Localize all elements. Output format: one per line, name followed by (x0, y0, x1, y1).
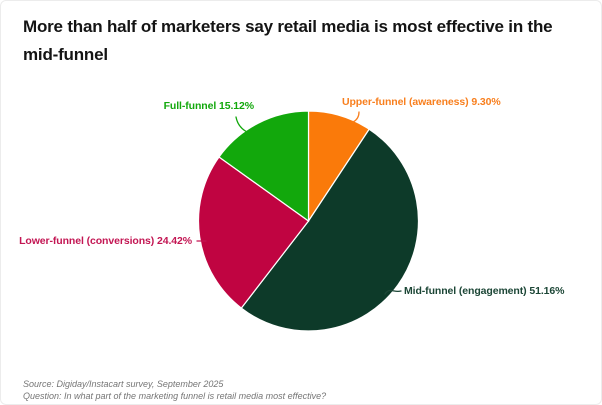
leader-full-funnel (235, 116, 250, 134)
leader-upper-funnel (352, 111, 360, 123)
source-note: Source: Digiday/Instacart survey, Septem… (23, 378, 326, 402)
pie-slice-1 (240, 128, 420, 332)
question-line: Question: In what part of the marketing … (23, 391, 327, 401)
slice-label-full-funnel: Full-funnel 15.12% (163, 100, 254, 112)
chart-title: More than half of marketers say retail m… (23, 17, 553, 64)
leader-lines (196, 111, 402, 295)
pie-slice-2 (197, 156, 310, 309)
pie-slices (197, 110, 420, 332)
slice-label-mid-funnel: Mid-funnel (engagement) 51.16% (404, 285, 565, 297)
source-line: Source: Digiday/Instacart survey, Septem… (23, 379, 224, 389)
pie-slice-3 (218, 110, 310, 223)
slice-label-lower-funnel: Lower-funnel (conversions) 24.42% (19, 235, 192, 247)
leader-mid-funnel (384, 289, 402, 295)
slice-label-upper-funnel: Upper-funnel (awareness) 9.30% (342, 96, 501, 108)
